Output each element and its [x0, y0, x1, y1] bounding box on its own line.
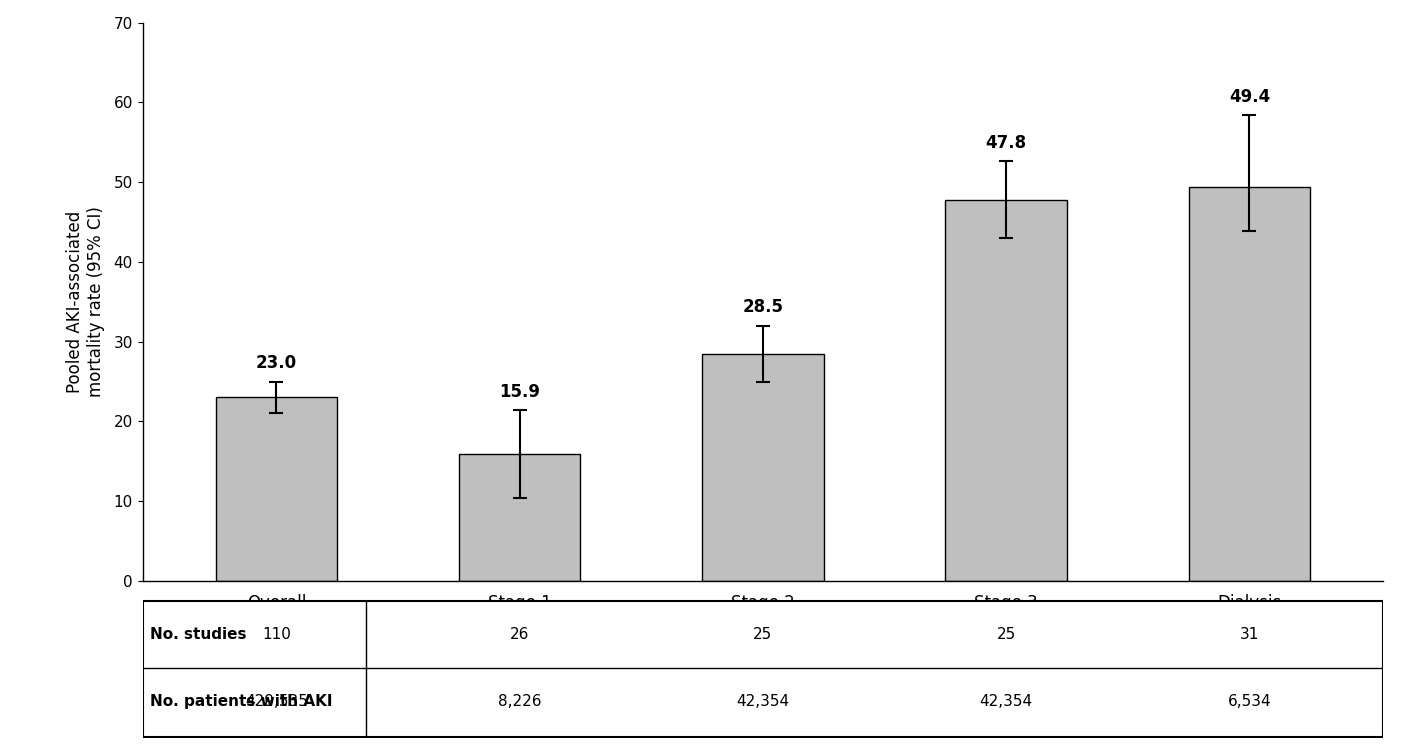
- Text: 110: 110: [262, 627, 291, 642]
- Text: No. studies: No. studies: [150, 627, 247, 642]
- Text: 31: 31: [1239, 627, 1259, 642]
- Text: 26: 26: [511, 627, 529, 642]
- Text: 15.9: 15.9: [499, 383, 540, 401]
- Text: 25: 25: [753, 627, 773, 642]
- FancyBboxPatch shape: [143, 601, 1383, 736]
- Bar: [459, 454, 580, 581]
- Text: No. patients with AKI: No. patients with AKI: [150, 694, 332, 709]
- Bar: [702, 354, 824, 581]
- Bar: [945, 200, 1067, 581]
- Text: 429,535: 429,535: [245, 694, 308, 709]
- Bar: [215, 398, 337, 581]
- Y-axis label: Pooled AKI-associated
mortality rate (95% CI): Pooled AKI-associated mortality rate (95…: [67, 206, 106, 397]
- Text: 42,354: 42,354: [980, 694, 1032, 709]
- Text: 6,534: 6,534: [1228, 694, 1271, 709]
- Bar: [1189, 187, 1310, 581]
- Text: 8,226: 8,226: [498, 694, 542, 709]
- Text: 47.8: 47.8: [985, 134, 1027, 152]
- Text: 49.4: 49.4: [1229, 87, 1271, 105]
- Text: 28.5: 28.5: [743, 298, 783, 316]
- Text: 25: 25: [997, 627, 1015, 642]
- Text: 23.0: 23.0: [255, 354, 297, 372]
- Text: 42,354: 42,354: [736, 694, 790, 709]
